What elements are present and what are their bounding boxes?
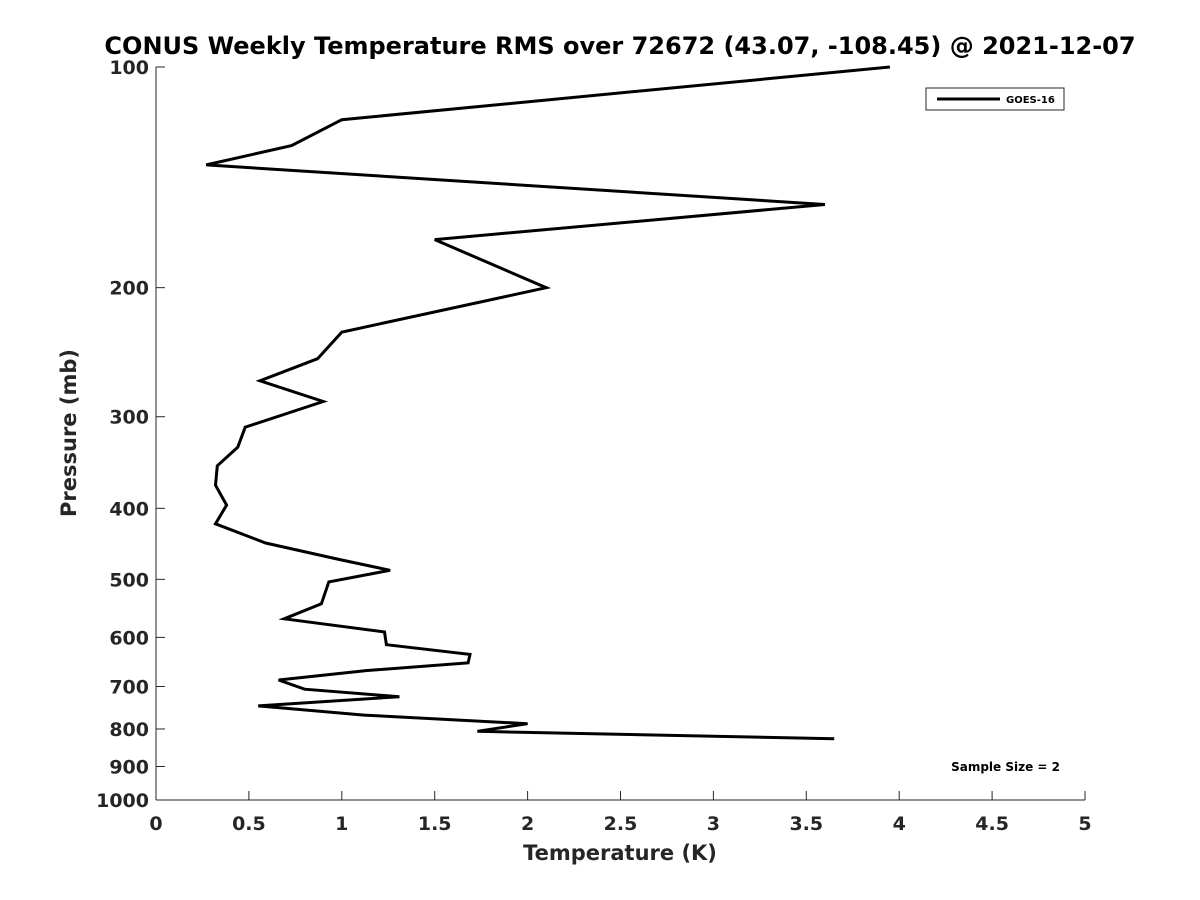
y-tick-label: 700 <box>109 676 149 698</box>
y-tick-label: 1000 <box>96 790 149 812</box>
y-axis-ticks: 100 200 300 400 500 600 700 800 900 1000 <box>96 57 165 812</box>
y-tick-label: 900 <box>109 756 149 778</box>
y-tick-label: 400 <box>109 498 149 520</box>
y-tick-label: 200 <box>109 278 149 300</box>
x-tick-label: 4.5 <box>975 813 1009 835</box>
plot-background <box>156 67 1085 800</box>
x-tick-label: 3.5 <box>789 813 823 835</box>
x-axis-label: Temperature (K) <box>523 841 717 865</box>
legend-entry-goes-16: GOES-16 <box>1006 95 1055 106</box>
series-line-goes-16 <box>205 65 891 741</box>
x-tick-label: 2 <box>521 813 534 835</box>
series-group <box>205 65 891 741</box>
chart-title: CONUS Weekly Temperature RMS over 72672 … <box>104 32 1135 60</box>
x-tick-label: 2.5 <box>604 813 638 835</box>
y-tick-label: 600 <box>109 627 149 649</box>
legend: GOES-16 <box>925 87 1065 111</box>
y-tick-label: 100 <box>109 57 149 79</box>
y-tick-label: 300 <box>109 407 149 429</box>
x-axis-ticks: 0 0.5 1 1.5 2 2.5 3 3.5 4 4.5 5 <box>149 791 1092 835</box>
y-tick-label: 500 <box>109 569 149 591</box>
x-tick-label: 1.5 <box>418 813 452 835</box>
plot-area: 0 0.5 1 1.5 2 2.5 3 3.5 4 4.5 5 100 200 300 400 500 600… <box>96 57 1092 835</box>
x-tick-label: 0.5 <box>232 813 266 835</box>
y-tick-label: 800 <box>109 719 149 741</box>
x-tick-label: 0 <box>149 813 162 835</box>
y-axis-label: Pressure (mb) <box>57 349 81 517</box>
x-tick-label: 4 <box>893 813 906 835</box>
sample-size-annotation: Sample Size = 2 <box>951 760 1060 774</box>
x-tick-label: 5 <box>1078 813 1091 835</box>
x-tick-label: 1 <box>335 813 348 835</box>
x-tick-label: 3 <box>707 813 720 835</box>
